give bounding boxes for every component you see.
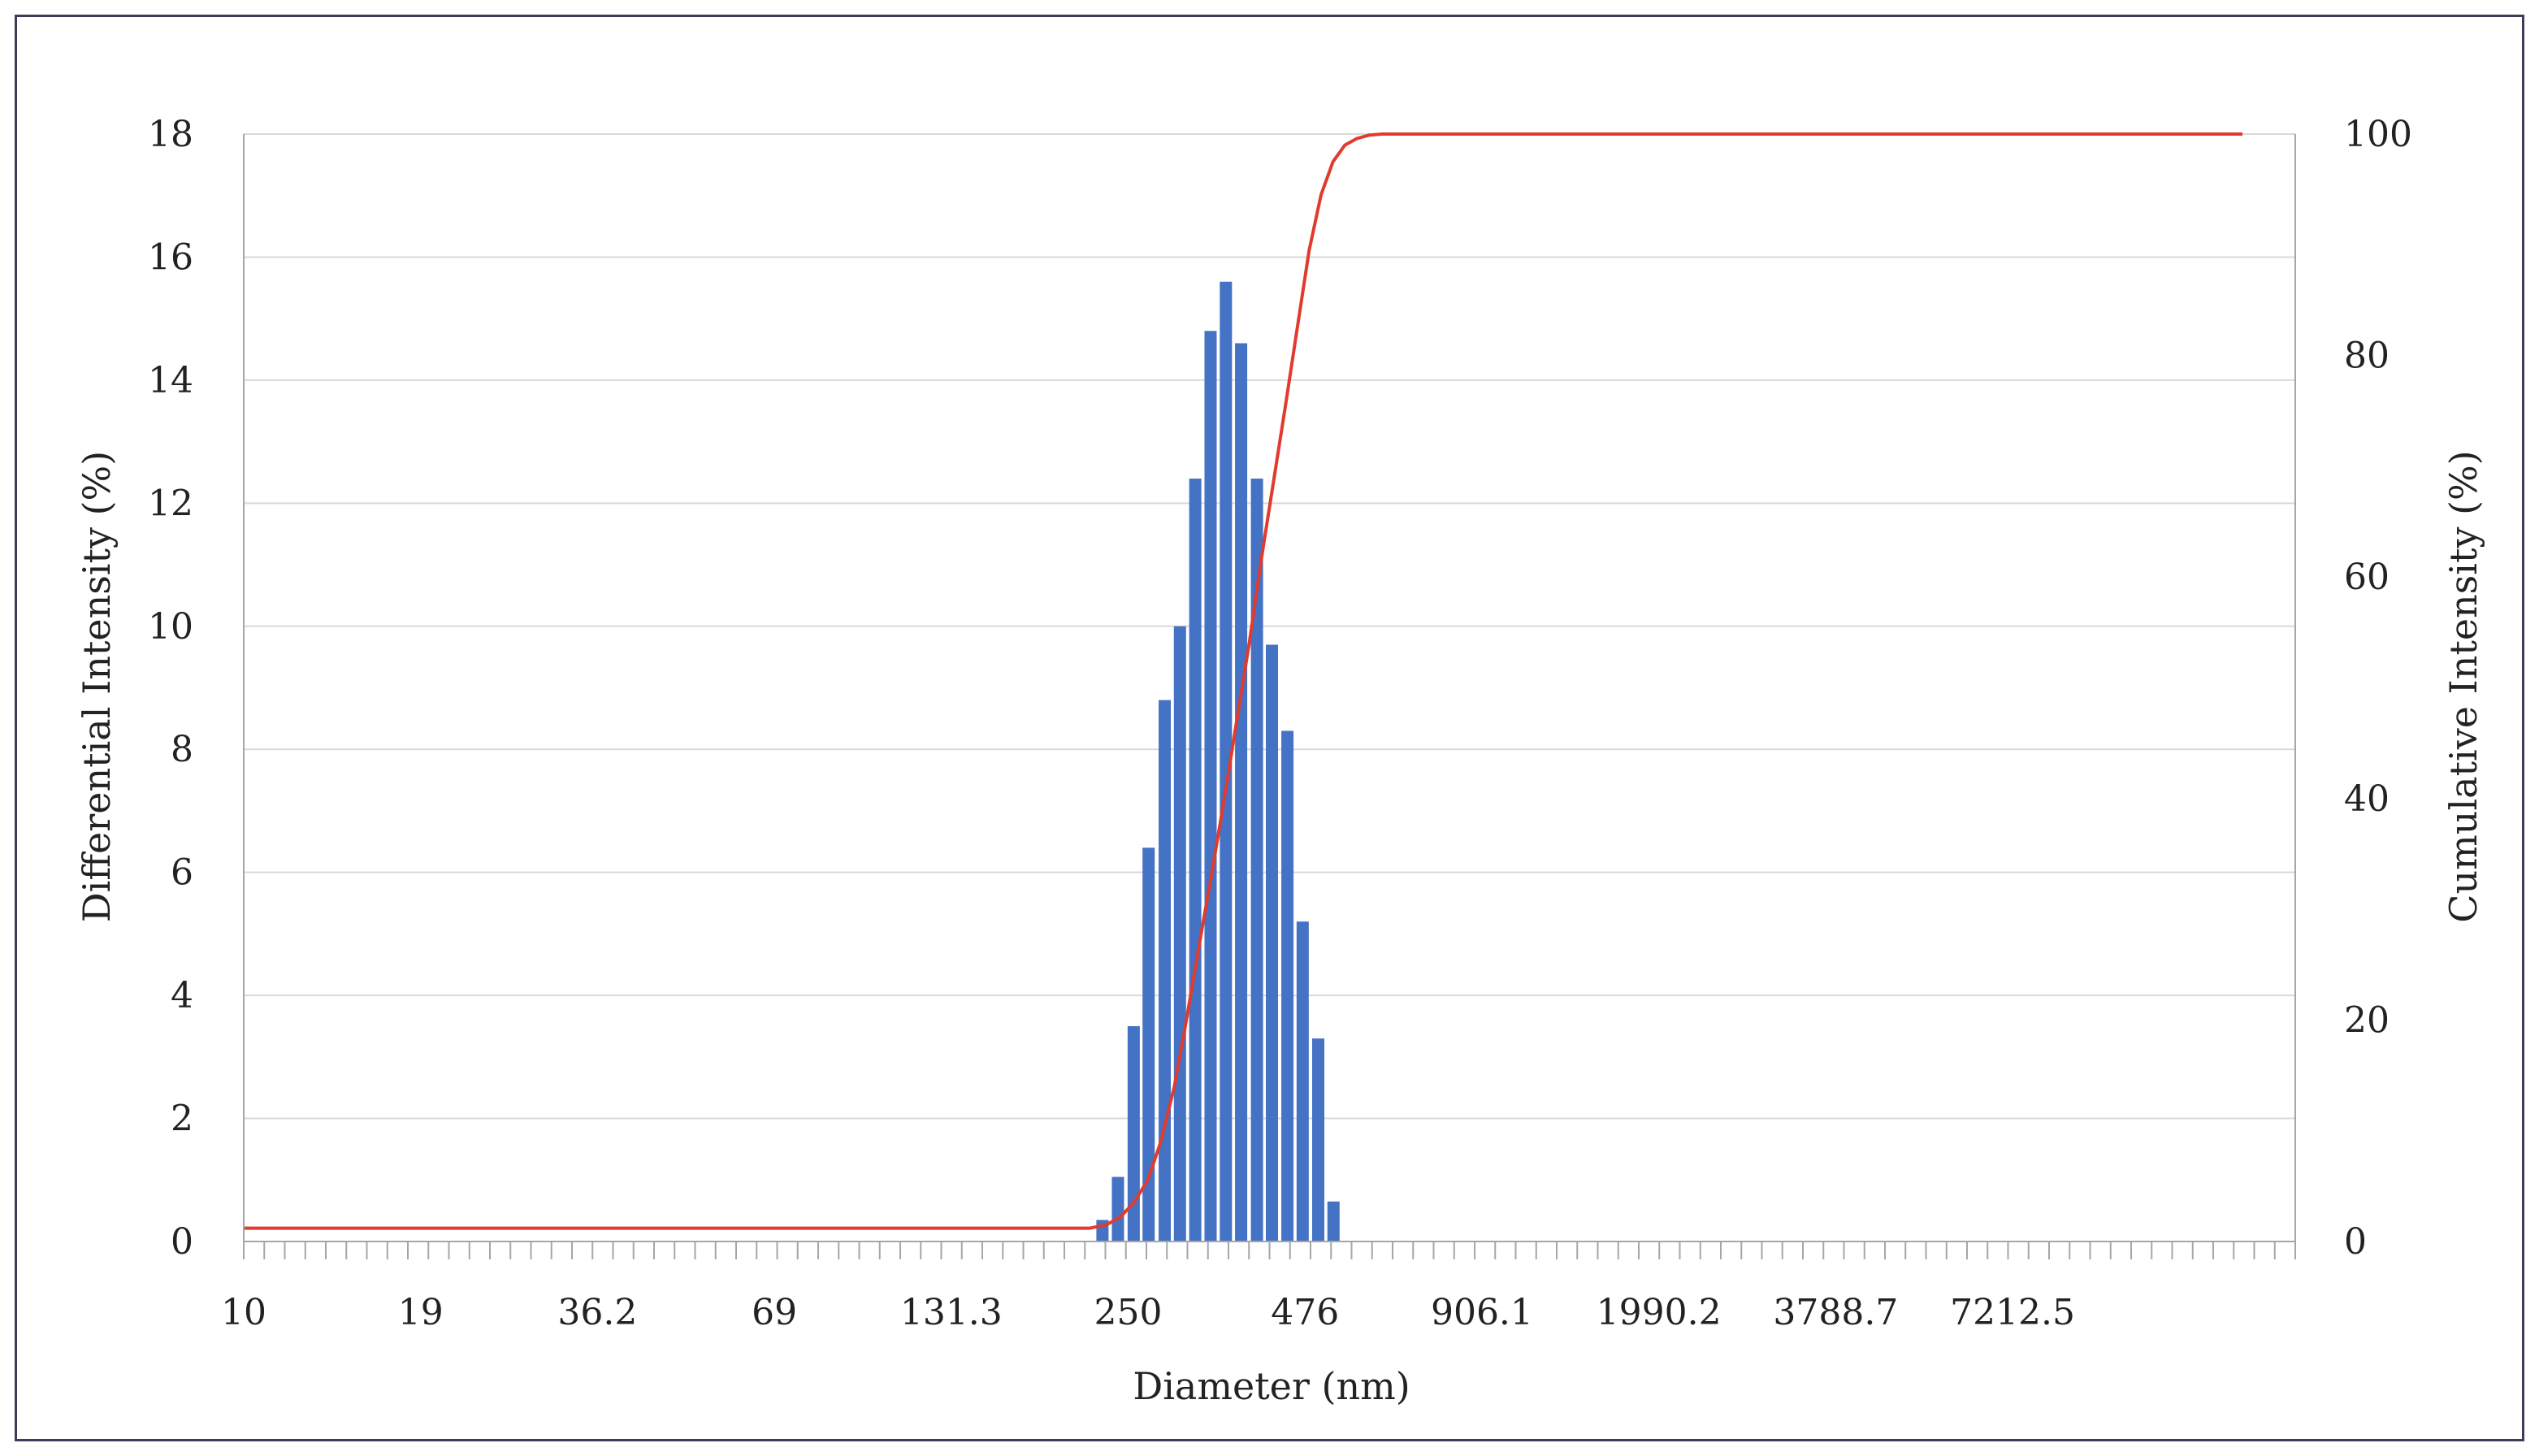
x-tick-label: 131.3 xyxy=(900,1292,1003,1333)
y2-tick-label-80: 80 xyxy=(2344,336,2390,377)
bar xyxy=(1220,281,1233,1242)
y-axis-title: Differential Intensity (%) xyxy=(75,451,119,922)
x-tick-label: 3788.7 xyxy=(1773,1292,1898,1333)
bar xyxy=(1142,847,1155,1242)
y2-tick-label-20: 20 xyxy=(2344,999,2390,1041)
y-tick-label-2: 2 xyxy=(171,1098,193,1140)
bar-series xyxy=(1096,281,1340,1242)
x-tick-label: 36.2 xyxy=(557,1292,637,1333)
bar xyxy=(1281,730,1294,1242)
bar xyxy=(1173,626,1186,1242)
y-tick-label-8: 8 xyxy=(171,729,193,770)
y2-tick-label-100: 100 xyxy=(2344,114,2412,155)
bar xyxy=(1204,331,1217,1242)
x-tick-label: 19 xyxy=(398,1292,444,1333)
bar xyxy=(1127,1025,1140,1242)
bar xyxy=(1266,644,1279,1242)
axes xyxy=(243,134,2296,1259)
x-tick-label: 476 xyxy=(1271,1292,1339,1333)
y2-tick-label-40: 40 xyxy=(2344,778,2390,820)
cumulative-series xyxy=(244,132,2242,1230)
bar xyxy=(1296,921,1309,1242)
y2-tick-label-60: 60 xyxy=(2344,557,2390,598)
bar xyxy=(1250,479,1263,1242)
y-tick-label-10: 10 xyxy=(148,606,193,648)
x-tick-label: 69 xyxy=(752,1292,797,1333)
y-tick-label-6: 6 xyxy=(171,852,193,894)
y-tick-label-4: 4 xyxy=(171,975,193,1016)
y-tick-label-0: 0 xyxy=(171,1221,193,1263)
x-tick-label: 906.1 xyxy=(1431,1292,1533,1333)
bar xyxy=(1189,479,1202,1242)
bar xyxy=(1159,700,1172,1242)
y-tick-label-16: 16 xyxy=(148,236,193,278)
y-tick-label-12: 12 xyxy=(148,483,193,524)
x-tick-label: 250 xyxy=(1094,1292,1163,1333)
x-tick-label: 1990.2 xyxy=(1597,1292,1722,1333)
cumulative-line xyxy=(244,132,2242,1230)
bar xyxy=(1311,1038,1324,1242)
bar xyxy=(1111,1176,1124,1242)
x-axis-title: Diameter (nm) xyxy=(1133,1364,1410,1408)
bar xyxy=(1235,343,1248,1242)
x-tick-label: 10 xyxy=(221,1292,266,1333)
y2-axis-title: Cumulative Intensity (%) xyxy=(2442,450,2485,922)
bar xyxy=(1327,1201,1340,1242)
y-tick-label-18: 18 xyxy=(148,114,193,155)
y-tick-label-14: 14 xyxy=(148,360,193,401)
tick-labels: 0 2 4 6 8 10 12 14 16 18 0 20 40 60 80 100 10 19 36.2 69 131… xyxy=(148,114,2412,1333)
x-tick-label: 7212.5 xyxy=(1950,1292,2075,1333)
y2-tick-label-0: 0 xyxy=(2344,1221,2367,1263)
